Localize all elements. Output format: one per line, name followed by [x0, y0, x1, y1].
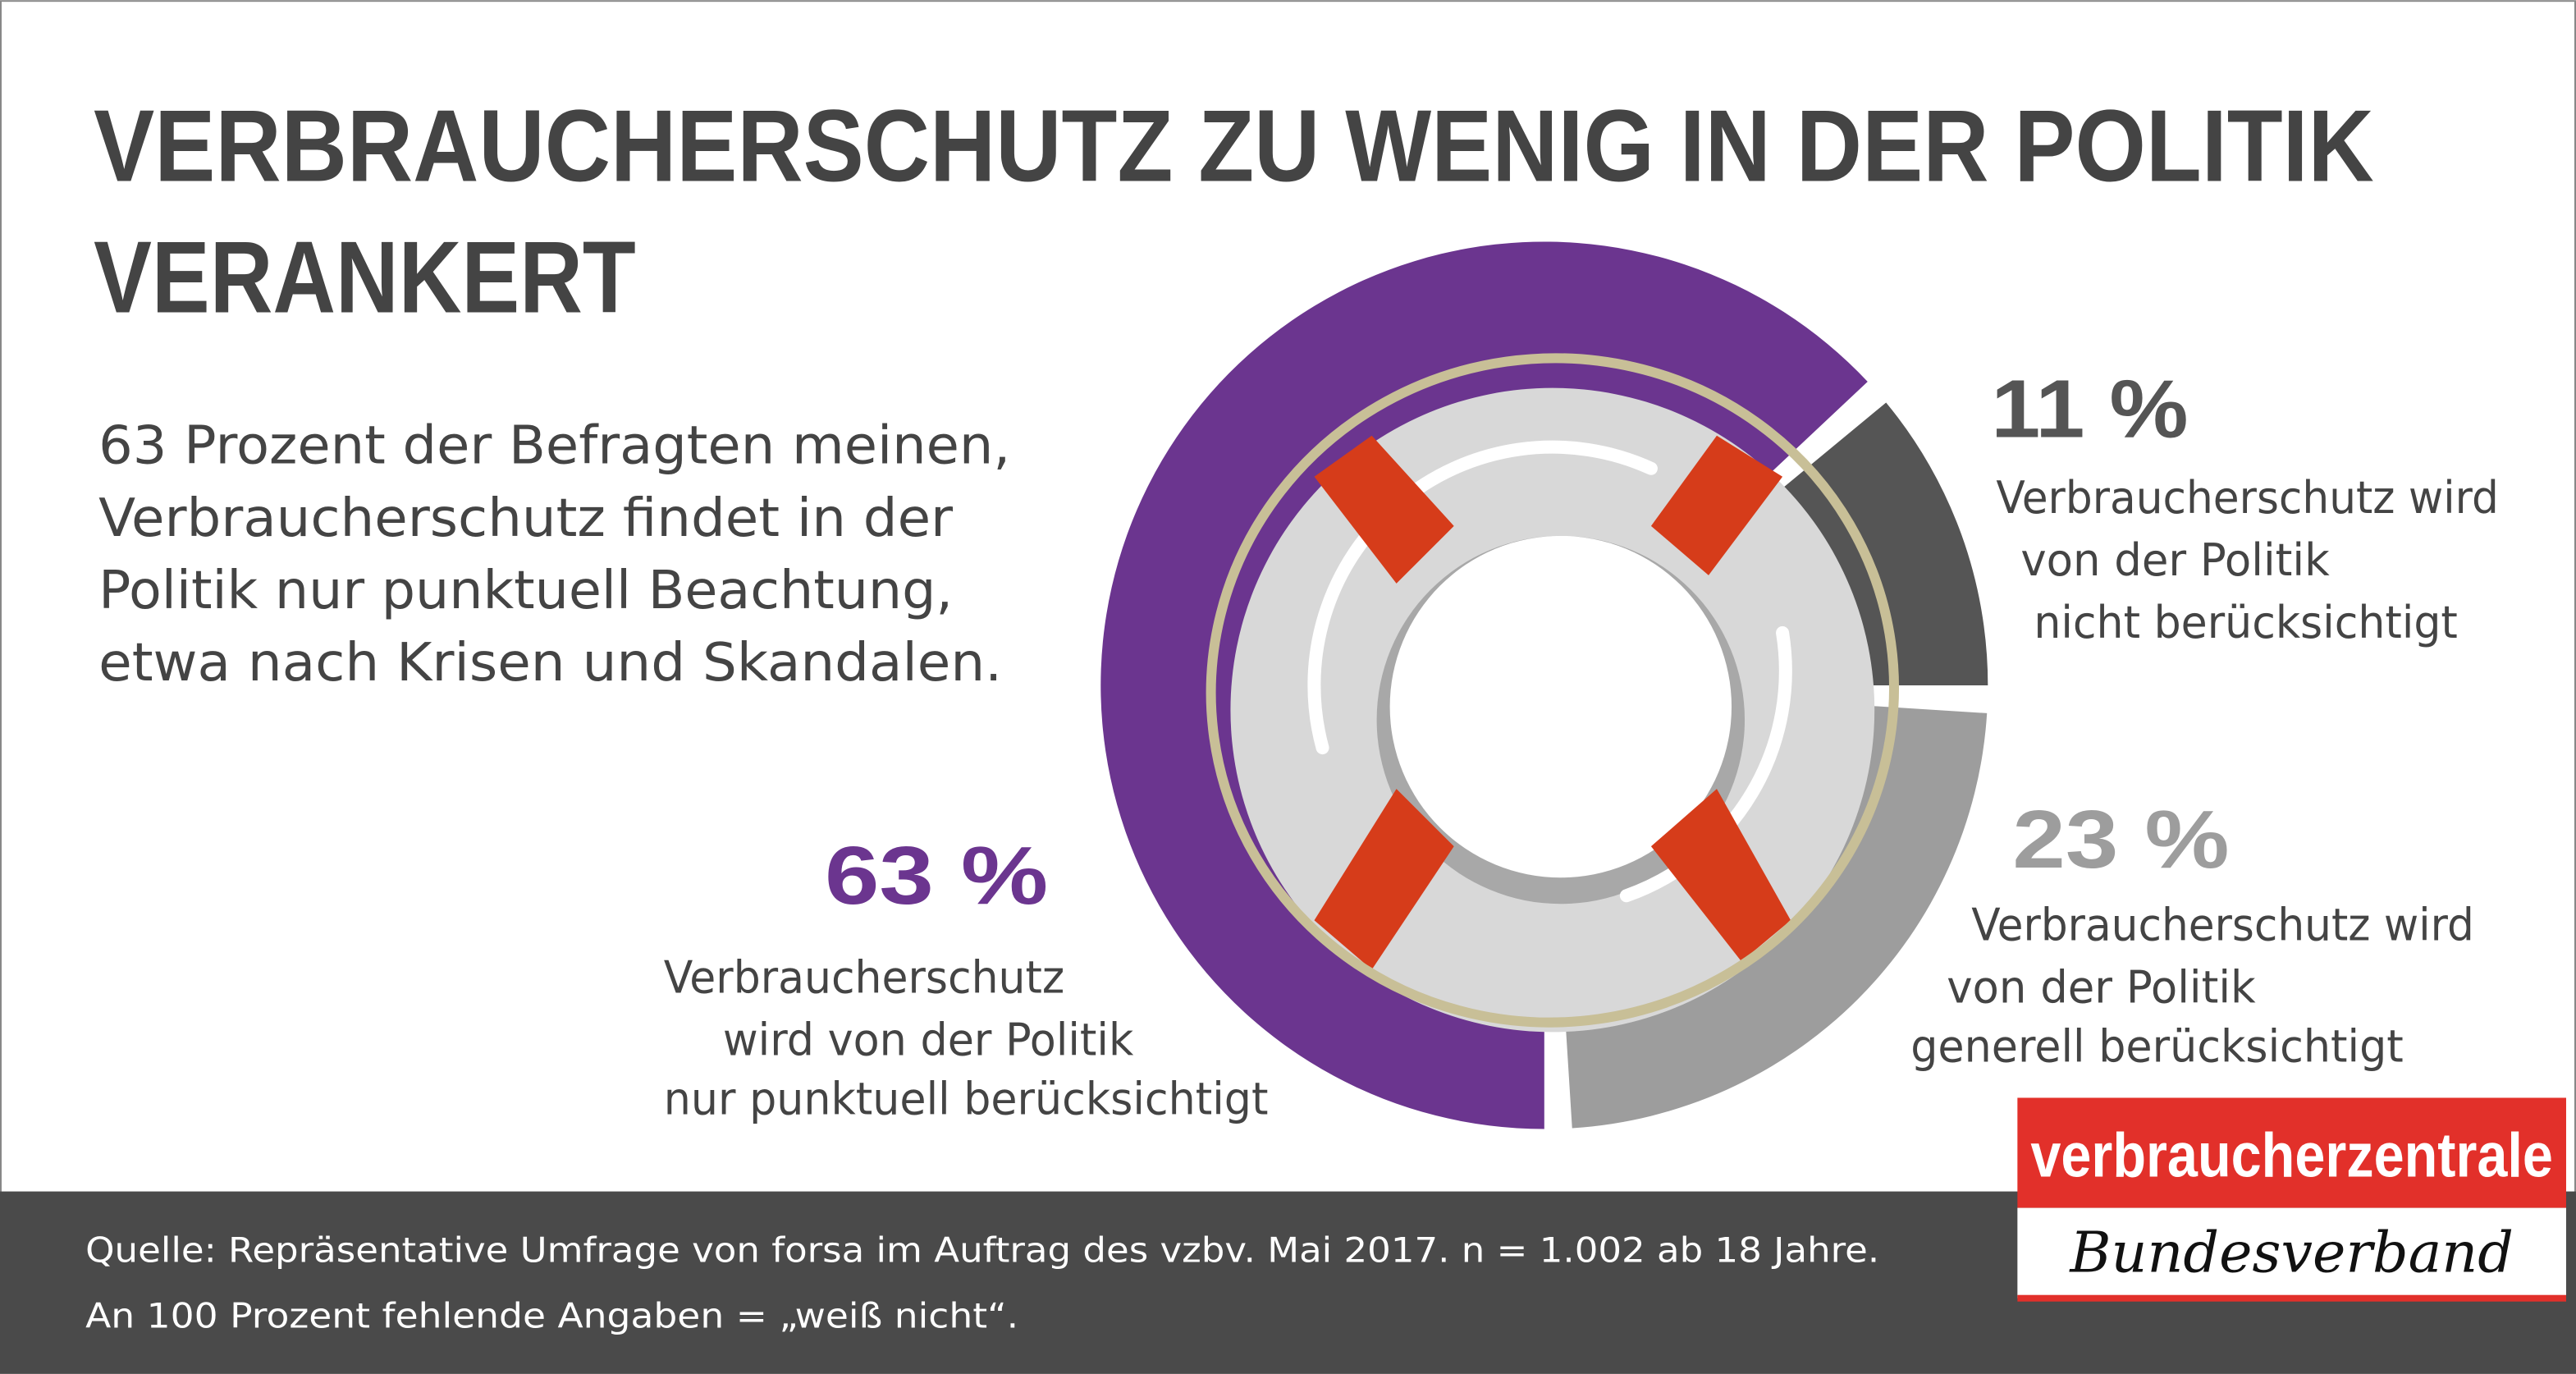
category-label: von der Politik: [1947, 961, 2256, 1013]
labels: 63 % Verbraucherschutz wird von der Politi…: [664, 364, 2499, 1125]
category-label: generell berücksichtigt: [1910, 1020, 2404, 1072]
category-label: von der Politik: [2020, 534, 2330, 586]
category-label: nur punktuell berücksichtigt: [664, 1073, 1269, 1124]
category-label: Verbraucherschutz wird: [1996, 472, 2499, 524]
category-label: nicht berücksichtigt: [2034, 597, 2457, 648]
source-note: Quelle: Repräsentative Umfrage von forsa…: [85, 1230, 1879, 1271]
subtitle: 63 Prozent der Befragten meinen,: [98, 416, 1010, 477]
logo-subtitle: Bundesverband: [2068, 1221, 2514, 1286]
donut-segment: [1772, 402, 1988, 685]
lifebuoy: [1206, 353, 1899, 1033]
source-note: An 100 Prozent fehlende Angaben = „weiß …: [85, 1296, 1018, 1336]
logo-name: verbraucherzentrale: [2030, 1121, 2553, 1191]
logo-box-lower: [2017, 1207, 2566, 1298]
chart-title: VERBRAUCHERSCHUTZ ZU WENIG IN DER POLITI…: [94, 89, 2374, 203]
category-label: Verbraucherschutz: [664, 951, 1064, 1003]
value-label: 11 %: [1991, 364, 2188, 456]
logo-box: [2017, 1097, 2566, 1208]
subtitle: etwa nach Krisen und Skandalen.: [98, 633, 1002, 694]
value-label: 23 %: [2012, 794, 2229, 886]
subtitle: Politik nur punktuell Beachtung,: [98, 561, 953, 621]
subtitle: Verbraucherschutz findet in der: [98, 488, 954, 549]
value-label: 63 %: [825, 830, 1048, 922]
logo-line: [2017, 1294, 2566, 1302]
category-label: wird von der Politik: [723, 1014, 1134, 1065]
chart-title: VERANKERT: [94, 222, 636, 335]
category-label: Verbraucherschutz wird: [1971, 899, 2474, 950]
